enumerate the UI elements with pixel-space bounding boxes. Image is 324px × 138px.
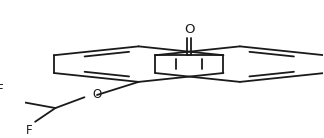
Text: F: F [26, 124, 32, 137]
Text: O: O [184, 23, 194, 36]
Text: O: O [92, 88, 102, 101]
Text: F: F [0, 83, 3, 96]
